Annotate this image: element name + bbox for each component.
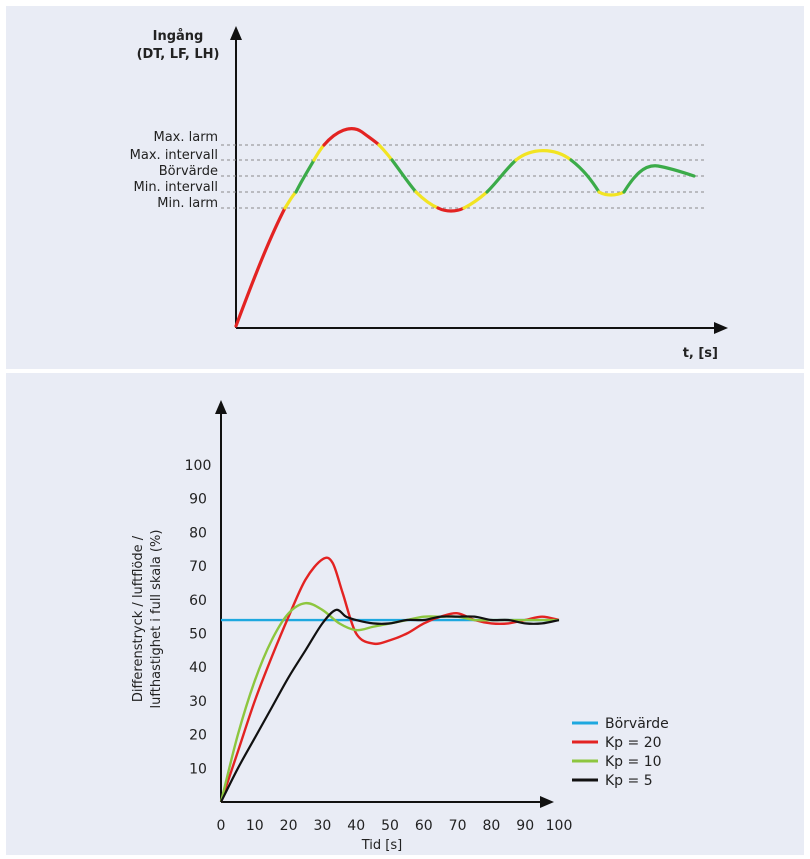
legend-label: Börvärde bbox=[605, 716, 669, 732]
y-tick-label: 100 bbox=[185, 458, 212, 474]
legend-label: Kp = 5 bbox=[605, 773, 653, 789]
x-tick-label: 20 bbox=[280, 818, 298, 834]
y-tick-label: 60 bbox=[189, 593, 207, 609]
response-curve bbox=[234, 127, 696, 328]
y-tick-label: 30 bbox=[189, 694, 207, 710]
control-zones-chart: Ingång (DT, LF, LH) t, [s] Max. larm Max… bbox=[6, 6, 804, 369]
legend-label: Kp = 20 bbox=[605, 735, 662, 751]
curve-seg-overshoot-red bbox=[322, 127, 381, 147]
x-tick-label: 40 bbox=[347, 818, 365, 834]
legend: Börvärde Kp = 20 Kp = 10 Kp = 5 bbox=[572, 716, 669, 789]
y-tick-label: 40 bbox=[189, 660, 207, 676]
x-tick-label: 100 bbox=[546, 818, 573, 834]
x-tick-label: 80 bbox=[482, 818, 500, 834]
x-axis-arrow-icon bbox=[714, 322, 728, 334]
legend-label: Kp = 10 bbox=[605, 754, 662, 770]
series-line-kp-10 bbox=[219, 601, 559, 803]
y-tick-label: 90 bbox=[189, 492, 207, 508]
curve-seg-peak2-yellow bbox=[514, 149, 573, 162]
y-axis-title-line2: (DT, LF, LH) bbox=[137, 47, 220, 62]
y-axis-arrow-icon bbox=[215, 400, 227, 414]
x-tick-label: 90 bbox=[516, 818, 534, 834]
y-tick-label: 10 bbox=[189, 761, 207, 777]
pid-response-chart-svg: Differenstryck / luftflöde / lufthastigh… bbox=[131, 400, 669, 853]
level-label-min-range: Min. intervall bbox=[133, 180, 218, 195]
level-label-max-range: Max. intervall bbox=[130, 148, 218, 163]
x-tick-label: 70 bbox=[449, 818, 467, 834]
level-label-max-alarm: Max. larm bbox=[154, 130, 219, 145]
x-tick-label: 50 bbox=[381, 818, 399, 834]
y-axis-arrow-icon bbox=[230, 26, 242, 40]
tick-labels: 0 10 20 30 40 50 60 70 80 90 100 10 20 30 40 50 60 70 80 90… bbox=[185, 458, 573, 834]
x-tick-label: 10 bbox=[246, 818, 264, 834]
x-axis-title: Tid [s] bbox=[361, 838, 402, 853]
series-lines bbox=[219, 556, 560, 803]
curve-seg-settle-green bbox=[622, 164, 696, 194]
control-zones-chart-svg: Ingång (DT, LF, LH) t, [s] Max. larm Max… bbox=[130, 26, 728, 361]
y-tick-label: 50 bbox=[189, 627, 207, 643]
curve-seg-fall2-green bbox=[569, 158, 601, 194]
y-axis-title-line1: Ingång bbox=[153, 29, 204, 44]
y-axis-title-line2: lufthastighet i full skala (%) bbox=[149, 530, 164, 709]
curve-seg-rise-yellow-low bbox=[283, 190, 298, 210]
y-tick-label: 70 bbox=[189, 559, 207, 575]
x-tick-label: 0 bbox=[217, 818, 226, 834]
curve-seg-trough2-yellow bbox=[597, 190, 626, 197]
series-line-kp-5 bbox=[220, 608, 560, 803]
curve-seg-recover-green bbox=[485, 158, 518, 194]
level-label-setpoint: Börvärde bbox=[159, 164, 218, 179]
series-line-kp-20 bbox=[219, 556, 560, 803]
y-tick-label: 20 bbox=[189, 728, 207, 744]
x-tick-label: 60 bbox=[415, 818, 433, 834]
pid-response-chart: Differenstryck / luftflöde / lufthastigh… bbox=[6, 373, 804, 855]
curve-seg-rise-green bbox=[294, 158, 316, 194]
x-axis-title: t, [s] bbox=[683, 346, 718, 361]
x-tick-label: 30 bbox=[313, 818, 331, 834]
y-axis-title-line1: Differenstryck / luftflöde / bbox=[131, 535, 146, 702]
curve-seg-fall-yellow-high bbox=[377, 143, 394, 162]
level-label-min-alarm: Min. larm bbox=[157, 196, 218, 211]
y-tick-label: 80 bbox=[189, 525, 207, 541]
curve-seg-fall-green bbox=[390, 158, 418, 194]
curve-seg-recover-yellow bbox=[462, 190, 489, 210]
curve-seg-fall-yellow-low bbox=[414, 190, 440, 210]
curve-seg-rise-red bbox=[234, 206, 287, 328]
curve-seg-rise-yellow-high bbox=[312, 143, 326, 162]
x-axis-arrow-icon bbox=[540, 796, 554, 808]
curve-seg-undershoot-red bbox=[436, 206, 466, 213]
